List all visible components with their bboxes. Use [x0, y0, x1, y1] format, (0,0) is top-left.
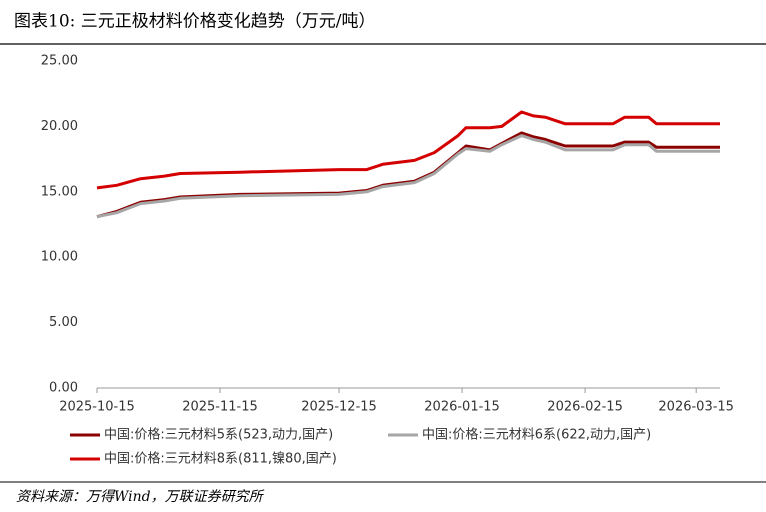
y-tick-label: 10.00 [41, 250, 78, 265]
y-tick-label: 5.00 [49, 315, 78, 330]
chart-title: 图表10: 三元正极材料价格变化趋势（万元/吨） [14, 12, 376, 32]
legend-label: 中国:价格:三元材料8系(811,镍80,国产) [104, 451, 337, 467]
x-tick-label: 2026-02-15 [547, 400, 623, 415]
source: 资料来源：万得Wind，万联证券研究所 [16, 489, 265, 505]
series-line [96, 134, 720, 219]
x-tick-label: 2026-01-15 [424, 400, 500, 415]
x-tick-label: 2025-11-15 [182, 400, 258, 415]
y-tick-label: 25.00 [41, 54, 78, 69]
legend-label: 中国:价格:三元材料6系(622,动力,国产) [422, 427, 651, 443]
x-tick-label: 2025-12-15 [301, 400, 377, 415]
y-tick-label: 20.00 [41, 119, 78, 134]
legend-label: 中国:价格:三元材料5系(523,动力,国产) [104, 427, 333, 443]
y-tick-label: 0.00 [49, 381, 78, 396]
y-tick-label: 15.00 [41, 184, 78, 199]
x-tick-label: 2026-03-15 [658, 400, 734, 415]
series-line [96, 110, 720, 190]
x-tick-label: 2025-10-15 [59, 400, 135, 415]
